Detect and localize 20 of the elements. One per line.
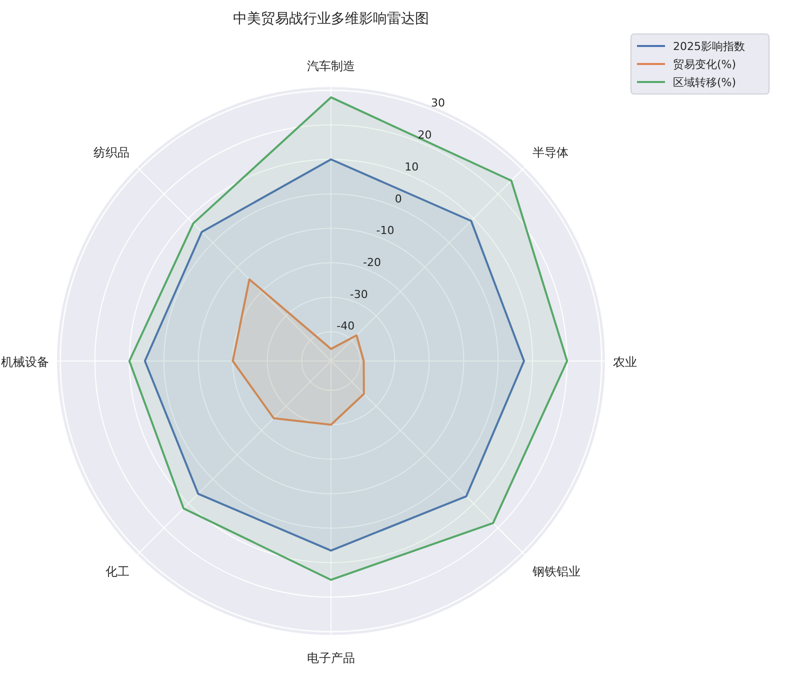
spoke-label: 电子产品 <box>307 651 355 665</box>
y-tick-label: -20 <box>363 256 382 269</box>
y-tick-label: -10 <box>376 224 394 238</box>
y-tick-label: 20 <box>418 128 432 142</box>
spoke-label: 钢铁铝业 <box>531 564 580 578</box>
y-tick-label: 10 <box>404 160 419 174</box>
spoke-label: 半导体 <box>532 146 568 160</box>
y-tick-label: -40 <box>336 320 355 333</box>
legend-label: 区域转移(%) <box>673 76 736 89</box>
chart-title: 中美贸易战行业多维影响雷达图 <box>233 11 429 27</box>
spoke-label: 机械设备 <box>1 355 49 369</box>
y-tick-label: 30 <box>430 96 445 110</box>
y-tick-label: -30 <box>350 288 368 301</box>
legend-label: 贸易变化(%) <box>673 58 736 71</box>
spoke-label: 化工 <box>106 564 130 578</box>
y-tick-label: 0 <box>394 192 402 206</box>
spoke-label: 农业 <box>613 355 637 369</box>
spoke-label: 汽车制造 <box>307 59 355 73</box>
spoke-label: 纺织品 <box>94 146 130 160</box>
legend-label: 2025影响指数 <box>673 40 745 53</box>
